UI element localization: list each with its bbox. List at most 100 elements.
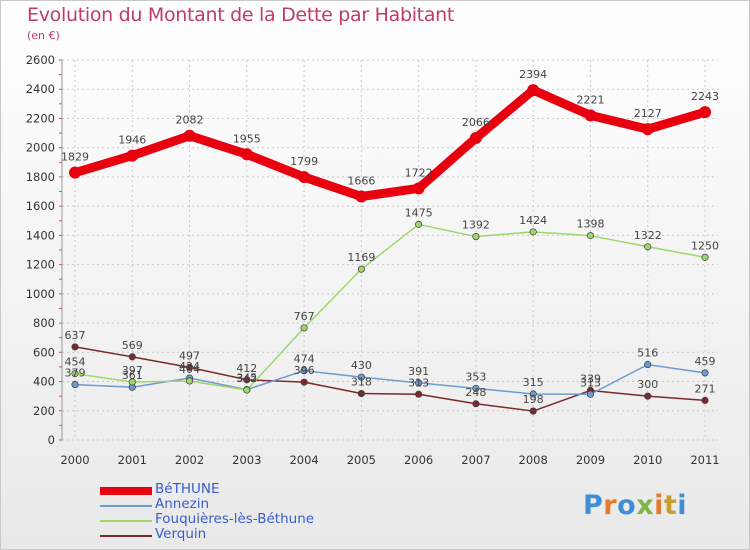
data-label: 397 <box>122 364 143 377</box>
data-point <box>243 376 251 384</box>
data-label: 412 <box>236 362 257 375</box>
x-tick-label: 2009 <box>576 453 605 467</box>
data-label: 2394 <box>519 68 547 81</box>
data-label: 430 <box>351 359 372 372</box>
data-point <box>240 148 253 161</box>
legend-swatch <box>100 505 152 507</box>
y-tick-label: 800 <box>33 316 55 330</box>
data-label: 396 <box>294 364 315 377</box>
legend-item-annezin: Annezin <box>100 496 400 513</box>
x-tick-label: 2005 <box>347 453 376 467</box>
data-point <box>584 109 597 122</box>
data-label: 454 <box>65 356 86 369</box>
series-line <box>74 363 706 396</box>
data-point <box>699 106 711 119</box>
data-label: 1169 <box>347 251 375 264</box>
y-tick-label: 1000 <box>26 287 55 301</box>
data-label: 342 <box>236 372 257 385</box>
data-point <box>183 129 196 142</box>
data-point <box>298 171 311 184</box>
chart-title: Evolution du Montant de la Dette par Hab… <box>27 4 455 26</box>
data-point <box>185 363 194 371</box>
chart-subtitle: (en €) <box>27 29 60 42</box>
y-tick-label: 1600 <box>26 199 55 213</box>
logo-letter: i <box>654 490 664 521</box>
data-point <box>300 324 308 332</box>
data-label: 1722 <box>405 166 433 179</box>
legend-swatch <box>100 535 152 537</box>
logo-letter: x <box>636 490 655 521</box>
series-line <box>70 85 710 202</box>
legend-label: Verquin <box>155 526 207 542</box>
data-point <box>300 378 308 386</box>
data-point <box>243 386 251 394</box>
data-point <box>128 378 136 386</box>
y-tick-label: 2000 <box>26 141 55 155</box>
data-point <box>472 384 480 392</box>
logo-letter: o <box>617 490 637 521</box>
data-label: 1424 <box>519 214 547 227</box>
data-point <box>641 123 654 136</box>
data-point <box>71 370 79 378</box>
legend-label: Annezin <box>155 496 210 512</box>
data-point <box>355 190 368 203</box>
data-label: 313 <box>580 376 601 389</box>
data-point <box>586 232 595 240</box>
data-label: 313 <box>408 376 429 389</box>
x-tick-label: 2002 <box>175 453 204 467</box>
data-label: 1955 <box>233 132 261 145</box>
x-tick-label: 2003 <box>232 453 261 467</box>
logo-letter: i <box>677 490 688 521</box>
data-label: 459 <box>695 355 716 368</box>
data-point <box>69 166 81 179</box>
logo-letter: r <box>603 490 618 521</box>
x-tick-label: 2010 <box>633 453 662 467</box>
data-label: 1322 <box>634 229 662 242</box>
data-label: 248 <box>465 386 486 399</box>
data-point <box>586 390 595 398</box>
x-tick-label: 2000 <box>60 453 89 467</box>
data-label: 404 <box>179 363 200 376</box>
data-label: 474 <box>294 353 315 366</box>
x-tick-label: 2001 <box>118 453 147 467</box>
y-tick-label: 600 <box>33 345 55 359</box>
data-point <box>415 390 423 398</box>
data-point <box>415 220 423 228</box>
data-point <box>701 396 709 404</box>
data-point <box>71 343 79 351</box>
data-point <box>644 392 652 400</box>
data-label: 1475 <box>405 206 433 219</box>
data-point <box>529 407 537 415</box>
x-tick-label: 2004 <box>289 453 318 467</box>
data-label: 516 <box>637 347 658 360</box>
y-tick-label: 1200 <box>26 258 55 272</box>
data-point <box>71 381 79 389</box>
data-label: 2221 <box>576 93 604 106</box>
data-label: 353 <box>465 370 486 383</box>
data-point <box>701 253 709 261</box>
data-label: 1250 <box>691 239 719 252</box>
legend-swatch <box>100 520 152 522</box>
data-label: 1829 <box>61 151 89 164</box>
data-label: 379 <box>65 367 86 380</box>
data-label: 1666 <box>347 175 375 188</box>
y-tick-label: 2200 <box>26 111 55 125</box>
y-tick-label: 400 <box>33 375 55 389</box>
data-point <box>472 233 480 241</box>
x-tick-label: 2007 <box>461 453 490 467</box>
data-label: 1799 <box>290 155 318 168</box>
y-tick-label: 2400 <box>26 82 55 96</box>
data-point <box>357 265 365 273</box>
data-point <box>357 373 365 381</box>
data-label: 1946 <box>118 134 146 147</box>
data-label: 318 <box>351 376 372 389</box>
data-point <box>126 149 139 162</box>
data-label: 271 <box>695 382 716 395</box>
data-label: 1392 <box>462 219 490 232</box>
series-line <box>74 346 706 412</box>
legend-label: BéTHUNE <box>155 481 220 497</box>
y-tick-label: 0 <box>48 433 55 447</box>
data-label: 569 <box>122 339 143 352</box>
data-label: 637 <box>65 329 86 342</box>
